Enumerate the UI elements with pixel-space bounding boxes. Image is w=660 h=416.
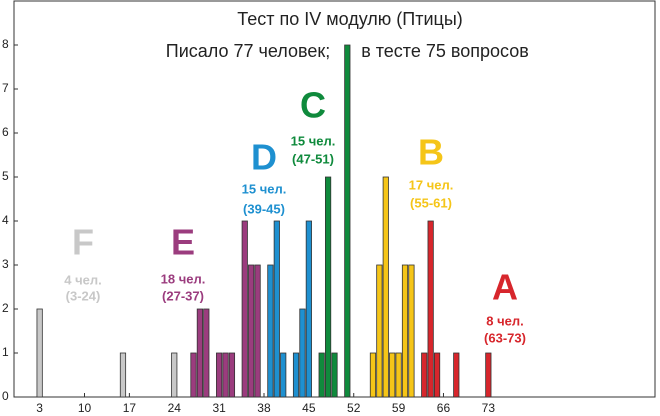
bar	[299, 308, 306, 398]
group-letter: D	[251, 137, 277, 178]
bar	[196, 308, 203, 398]
bar	[382, 176, 389, 398]
bar	[203, 308, 210, 398]
group-count: 4 чел.	[64, 272, 102, 287]
bar	[433, 352, 441, 398]
bar	[453, 352, 460, 398]
bar	[344, 44, 351, 398]
bar	[248, 264, 255, 398]
bar	[395, 352, 402, 398]
bar	[305, 220, 312, 398]
y-tick-label: 6	[2, 125, 9, 139]
group-letter: B	[418, 132, 444, 173]
plot-frame	[13, 0, 656, 398]
y-tick-label: 1	[2, 345, 9, 359]
group-count: 8 чел.	[486, 313, 524, 328]
group-range: (39-45)	[243, 201, 285, 216]
group-count: 15 чел.	[242, 181, 287, 196]
bar	[389, 352, 396, 398]
group-letter: C	[300, 85, 326, 126]
bar	[318, 352, 325, 398]
group-range: (3-24)	[66, 288, 101, 303]
bar	[216, 352, 223, 398]
x-tick-label: 17	[123, 401, 137, 415]
x-tick-label: 45	[302, 401, 316, 415]
x-tick-label: 10	[78, 401, 92, 415]
bar	[222, 352, 229, 398]
y-tick-label: 4	[2, 213, 9, 227]
x-tick-label: 3	[36, 401, 43, 415]
group-range: (63-73)	[484, 330, 526, 345]
bar	[280, 352, 287, 398]
group-count: 18 чел.	[161, 271, 206, 286]
bar	[421, 352, 428, 398]
bar	[36, 308, 43, 398]
group-range: (27-37)	[162, 288, 204, 303]
bar	[171, 352, 178, 398]
bar	[485, 352, 492, 398]
x-tick-label: 38	[257, 401, 271, 415]
bar	[401, 264, 409, 398]
bar	[427, 220, 434, 398]
y-tick-label: 2	[2, 301, 9, 315]
chart-title: Тест по IV модулю (Птицы)	[237, 9, 463, 29]
bar	[190, 352, 197, 398]
bar	[324, 176, 332, 398]
x-tick-label: 73	[482, 401, 496, 415]
x-tick-label: 52	[347, 401, 361, 415]
bar	[376, 264, 383, 398]
group-letter: F	[72, 222, 94, 263]
bar	[228, 352, 236, 398]
bar	[241, 220, 248, 398]
y-tick-label: 7	[2, 81, 9, 95]
y-tick-label: 8	[2, 37, 9, 51]
group-letter: A	[492, 267, 518, 308]
chart-subtitle: в тесте 75 вопросов	[361, 41, 529, 61]
x-tick-label: 59	[392, 401, 406, 415]
group-count: 15 чел.	[291, 133, 336, 148]
x-tick-label: 24	[168, 401, 182, 415]
group-range: (55-61)	[410, 195, 452, 210]
bar	[369, 352, 377, 398]
y-tick-label: 0	[2, 389, 9, 403]
x-tick-label: 66	[437, 401, 451, 415]
y-tick-label: 5	[2, 169, 9, 183]
group-range: (47-51)	[292, 151, 334, 166]
group-letter: E	[171, 222, 195, 263]
bar	[119, 352, 127, 398]
bar	[267, 264, 274, 398]
group-count: 17 чел.	[409, 177, 454, 192]
bar	[331, 352, 338, 398]
y-tick-label: 3	[2, 257, 9, 271]
chart-subtitle: Писало 77 человек;	[166, 41, 331, 61]
bar	[254, 264, 261, 398]
x-tick-label: 31	[212, 401, 226, 415]
bar	[408, 264, 415, 398]
bar	[273, 220, 280, 398]
bar	[292, 352, 300, 398]
